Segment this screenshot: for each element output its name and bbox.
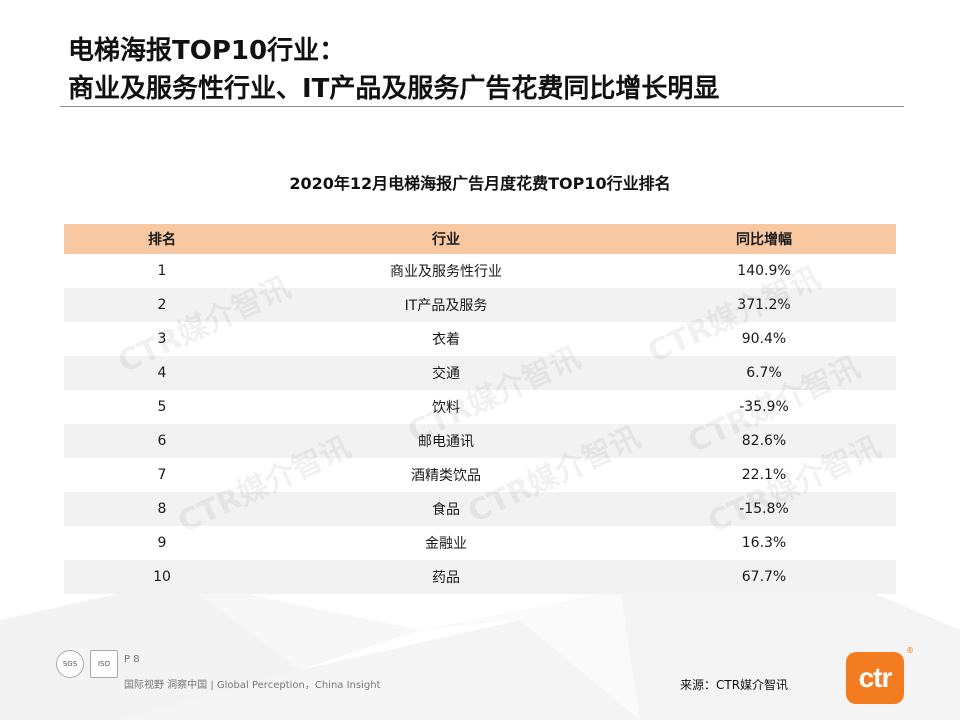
cell-rank: 10 [153,569,171,585]
table-header-row: 排名 行业 同比增幅 [64,224,896,254]
cell-industry: 商业及服务性行业 [390,264,502,280]
table-row: 9 金融业 16.3% [64,526,896,560]
cell-rank: 1 [157,263,167,279]
table-row: 2 IT产品及服务 371.2% [64,288,896,322]
cell-industry: 酒精类饮品 [411,468,481,484]
table-row: 1 商业及服务性行业 140.9% [64,254,896,288]
cell-growth: 82.6% [741,433,787,449]
cell-rank: 4 [157,365,167,381]
cell-rank: 8 [157,501,167,517]
title-divider [60,106,904,107]
cell-growth: 140.9% [737,263,791,279]
ctr-logo: ctr [846,652,904,704]
title-line-2: 商业及服务性行业、IT产品及服务广告花费同比增长明显 [68,74,720,104]
cell-industry: 食品 [432,502,460,518]
certification-badges: SGS ISO [56,650,118,678]
cell-industry: 邮电通讯 [418,434,474,450]
sgs-badge-icon: SGS [56,650,84,678]
column-header-industry: 行业 [432,232,460,248]
title-line-1: 电梯海报TOP10行业： [68,36,346,66]
cell-growth: 22.1% [741,467,787,483]
table-row: 5 饮料 -35.9% [64,390,896,424]
cell-industry: 药品 [432,570,460,586]
cell-rank: 2 [157,297,167,313]
cell-growth: -35.9% [739,399,789,415]
cell-growth: 90.4% [741,331,787,347]
table-row: 3 衣着 90.4% [64,322,896,356]
cell-rank: 3 [157,331,167,347]
source-note: 来源：CTR媒介智讯 [680,678,789,692]
registered-mark: ® [906,646,914,655]
cell-rank: 9 [157,535,167,551]
cell-growth: 16.3% [741,535,787,551]
table-row: 6 邮电通讯 82.6% [64,424,896,458]
table-title: 2020年12月电梯海报广告月度花费TOP10行业排名 [289,174,671,193]
footer-tagline: 国际视野 洞察中国 | Global Perception，China Insi… [124,680,381,691]
cell-growth: 67.7% [741,569,787,585]
cell-industry: IT产品及服务 [404,298,488,314]
table-row: 10 药品 67.7% [64,560,896,594]
cell-industry: 衣着 [432,332,460,348]
cell-rank: 5 [157,399,167,415]
cell-industry: 饮料 [432,400,460,416]
column-header-growth: 同比增幅 [736,232,792,248]
cell-rank: 7 [157,467,167,483]
table-row: 4 交通 6.7% [64,356,896,390]
ranking-table: 排名 行业 同比增幅 1 商业及服务性行业 140.9% 2 IT产品及服务 3… [64,224,896,594]
cell-industry: 金融业 [425,536,467,552]
iso-badge-icon: ISO [90,650,118,678]
cell-rank: 6 [157,433,167,449]
cell-growth: -15.8% [739,501,789,517]
page-title: 电梯海报TOP10行业： 商业及服务性行业、IT产品及服务广告花费同比增长明显 [68,32,908,108]
page-number: P 8 [124,654,140,665]
cell-industry: 交通 [432,366,460,382]
table-row: 8 食品 -15.8% [64,492,896,526]
cell-growth: 6.7% [746,365,782,381]
cell-growth: 371.2% [737,297,791,313]
column-header-rank: 排名 [148,232,176,248]
table-row: 7 酒精类饮品 22.1% [64,458,896,492]
